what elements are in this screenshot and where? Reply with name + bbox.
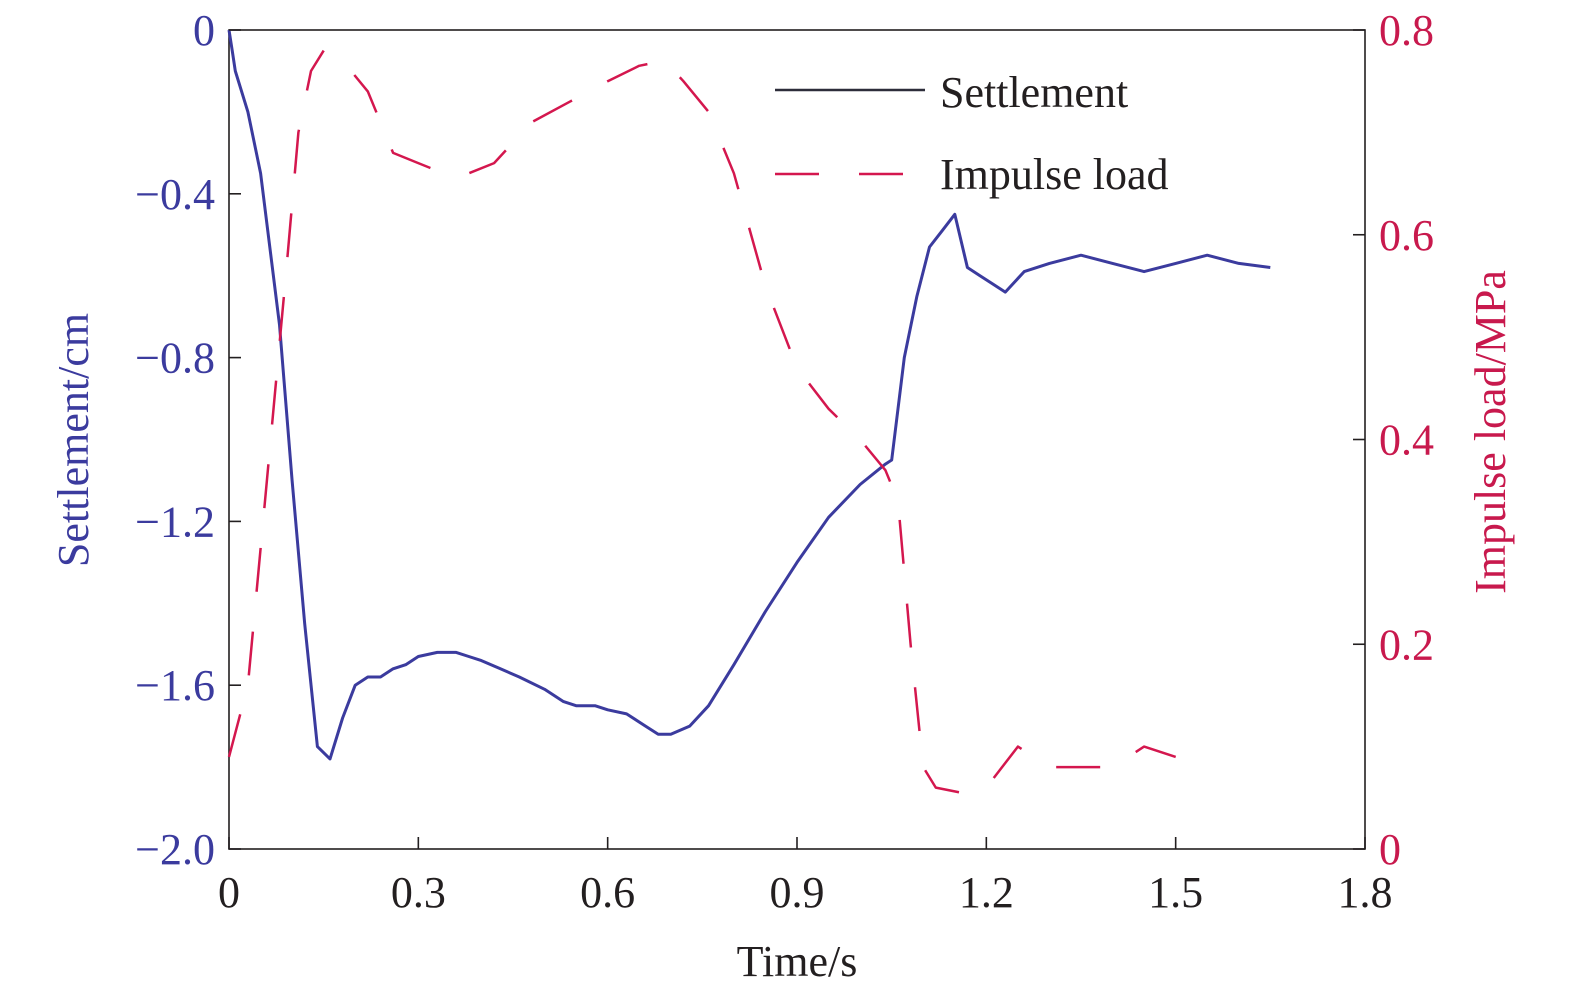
series-line-impulse-load <box>227 49 1177 794</box>
y-axis-right-title: Impulse load/MPa <box>1466 270 1515 594</box>
y-left-tick-label: −0.4 <box>135 170 215 219</box>
legend: Settlement Impulse load <box>775 68 1169 199</box>
x-tick-label: 0 <box>218 868 240 917</box>
y-right-tick-label: 0 <box>1379 825 1401 874</box>
y-right-tick-label: 0.4 <box>1379 416 1434 465</box>
x-axis-title: Time/s <box>737 937 858 986</box>
y-left-tick-label: −2.0 <box>135 825 215 874</box>
y-left-tick-label: −1.2 <box>135 497 215 546</box>
y-right-tick-label: 0.6 <box>1379 211 1434 260</box>
x-tick-label: 1.5 <box>1148 868 1203 917</box>
y-right-tick-label: 0.8 <box>1379 6 1434 55</box>
y-left-tick-label: −0.8 <box>135 334 215 383</box>
x-tick-label: 0.3 <box>391 868 446 917</box>
x-tick-label: 0.9 <box>770 868 825 917</box>
x-tick-label: 1.8 <box>1338 868 1393 917</box>
x-tick-label: 0.6 <box>580 868 635 917</box>
y-left-tick-label: −1.6 <box>135 661 215 710</box>
legend-label-settlement: Settlement <box>940 68 1128 117</box>
y-right-tick-label: 0.2 <box>1379 620 1434 669</box>
series-layer <box>227 29 1271 794</box>
legend-label-impulse: Impulse load <box>940 150 1169 199</box>
x-tick-label: 1.2 <box>959 868 1014 917</box>
series-line-settlement <box>227 29 1271 761</box>
y-left-tick-label: 0 <box>193 6 215 55</box>
y-axis-left-title: Settlement/cm <box>49 313 98 567</box>
ticks-layer: 0 0.3 0.6 0.9 1.2 1.5 1.80−0.4−0.8−1.2−1.6−2.0… <box>135 6 1434 917</box>
